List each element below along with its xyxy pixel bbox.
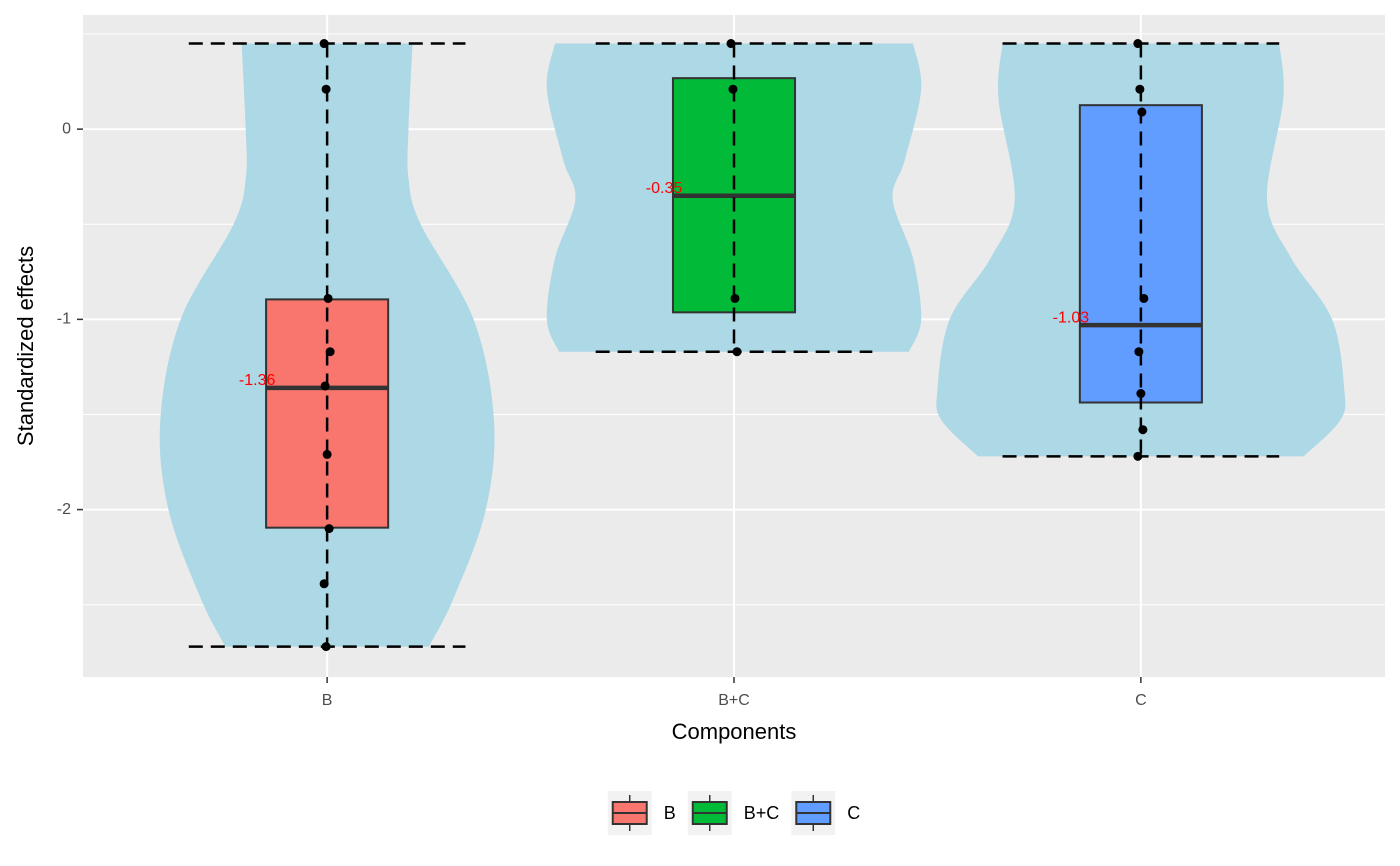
point [728, 84, 738, 94]
point [1135, 84, 1145, 94]
point [321, 84, 331, 94]
point [1136, 389, 1146, 399]
y-tick-label: 0 [62, 120, 71, 137]
legend-label: C [847, 803, 860, 823]
point [732, 347, 742, 357]
legend-label: B [664, 803, 676, 823]
point [319, 579, 329, 589]
point [321, 642, 331, 652]
point [726, 39, 736, 49]
y-axis-title: Standardized effects [13, 246, 38, 446]
legend-item: B [607, 791, 676, 835]
point [1139, 293, 1149, 303]
point [324, 524, 334, 534]
legend-item: B+C [687, 791, 780, 835]
y-tick-label: -1 [57, 311, 71, 328]
point [323, 293, 333, 303]
median-label: -1.03 [1053, 309, 1090, 326]
point [1133, 451, 1143, 461]
point [1137, 107, 1147, 117]
point [1134, 347, 1144, 357]
point [730, 293, 740, 303]
legend-label: B+C [744, 803, 780, 823]
point [1133, 39, 1143, 49]
x-tick-label: B [322, 692, 333, 709]
point [320, 381, 330, 391]
point [1138, 425, 1148, 435]
point [319, 39, 329, 49]
median-label: -1.36 [239, 372, 276, 389]
point [325, 347, 335, 357]
point [322, 449, 332, 459]
legend-item: C [791, 791, 860, 835]
median-label: -0.35 [646, 180, 683, 197]
y-tick-label: -2 [57, 501, 71, 518]
x-tick-label: B+C [718, 692, 750, 709]
x-axis-title: Components [672, 719, 797, 744]
x-tick-label: C [1135, 692, 1147, 709]
